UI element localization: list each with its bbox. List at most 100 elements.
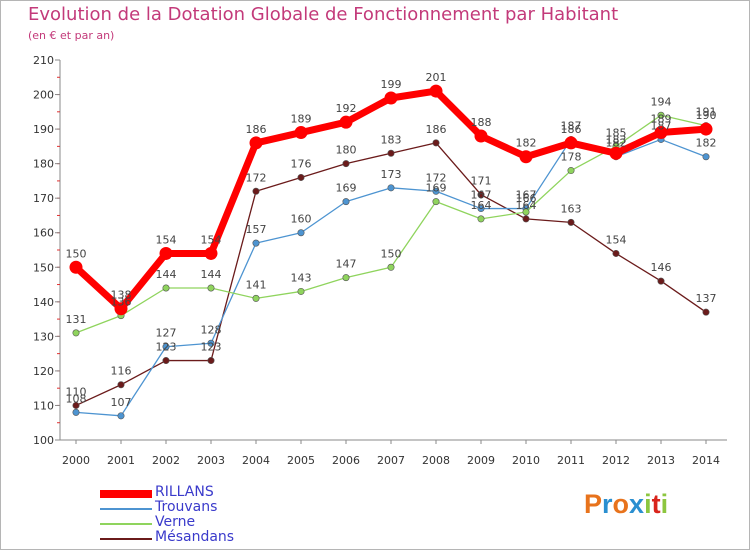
data-point xyxy=(387,184,395,192)
x-tick-label: 2011 xyxy=(557,454,585,467)
legend-swatch xyxy=(100,538,152,540)
y-tick-label: 170 xyxy=(33,192,54,205)
data-label: 169 xyxy=(336,182,357,195)
data-point xyxy=(204,246,218,260)
x-tick-label: 2006 xyxy=(332,454,360,467)
legend-swatch xyxy=(100,523,152,525)
data-point xyxy=(294,126,308,140)
data-label: 182 xyxy=(696,137,717,150)
y-tick-label: 130 xyxy=(33,330,54,343)
data-point xyxy=(114,302,128,316)
data-label: 150 xyxy=(381,247,402,260)
data-point xyxy=(117,412,125,420)
data-label: 188 xyxy=(471,116,492,129)
data-point xyxy=(252,187,260,195)
legend-item-rillans: RILLANS xyxy=(100,484,300,500)
data-label: 154 xyxy=(201,233,222,246)
data-point xyxy=(567,218,575,226)
data-label: 164 xyxy=(516,199,537,212)
data-label: 154 xyxy=(606,233,627,246)
data-point xyxy=(297,229,305,237)
logo-letter: i xyxy=(660,489,669,519)
data-label: 189 xyxy=(651,113,672,126)
data-label: 127 xyxy=(156,327,177,340)
y-tick-label: 100 xyxy=(33,434,54,447)
data-point xyxy=(207,284,215,292)
data-label: 137 xyxy=(696,292,717,305)
proxiti-logo: Proxiti xyxy=(584,489,668,520)
data-point xyxy=(432,187,440,195)
legend-label: Mésandans xyxy=(155,529,235,545)
x-tick-label: 2014 xyxy=(692,454,720,467)
logo-letter: i xyxy=(644,489,652,519)
data-point xyxy=(564,136,578,150)
data-label: 187 xyxy=(561,119,582,132)
data-label: 154 xyxy=(156,233,177,246)
data-label: 167 xyxy=(516,189,537,202)
logo-letter: t xyxy=(651,489,661,519)
x-tick-label: 2012 xyxy=(602,454,630,467)
data-point xyxy=(657,111,665,119)
data-label: 186 xyxy=(426,123,447,136)
data-label: 176 xyxy=(291,157,312,170)
data-label: 157 xyxy=(246,223,267,236)
data-point xyxy=(117,381,125,389)
data-point xyxy=(72,401,80,409)
x-tick-label: 2007 xyxy=(377,454,405,467)
data-label: 187 xyxy=(651,119,672,132)
data-point xyxy=(519,150,533,164)
x-tick-label: 2010 xyxy=(512,454,540,467)
data-label: 186 xyxy=(561,123,582,136)
data-point xyxy=(387,263,395,271)
data-label: 166 xyxy=(516,192,537,205)
legend-item-verne: Verne xyxy=(100,514,300,530)
data-point xyxy=(159,246,173,260)
data-point xyxy=(342,274,350,282)
legend-swatch xyxy=(100,490,152,498)
data-label: 131 xyxy=(66,313,87,326)
data-label: 144 xyxy=(201,268,222,281)
data-point xyxy=(609,146,623,160)
data-label: 172 xyxy=(426,171,447,184)
legend-item-trouvans: Trouvans xyxy=(100,499,300,515)
y-tick-label: 180 xyxy=(33,158,54,171)
legend-swatch xyxy=(100,508,152,510)
data-label: 169 xyxy=(426,182,447,195)
data-label: 192 xyxy=(336,102,357,115)
data-label: 123 xyxy=(201,341,222,354)
data-label: 190 xyxy=(696,109,717,122)
x-tick-label: 2001 xyxy=(107,454,135,467)
data-label: 167 xyxy=(471,189,492,202)
data-point xyxy=(342,160,350,168)
data-point xyxy=(567,167,575,175)
data-label: 146 xyxy=(651,261,672,274)
x-tick-label: 2009 xyxy=(467,454,495,467)
y-tick-label: 150 xyxy=(33,261,54,274)
data-point xyxy=(699,122,713,136)
data-label: 108 xyxy=(66,392,87,405)
data-point xyxy=(522,208,530,216)
data-point xyxy=(657,277,665,285)
logo-letter: P xyxy=(584,489,603,519)
data-point xyxy=(432,198,440,206)
data-point xyxy=(207,339,215,347)
legend-label: Trouvans xyxy=(155,499,218,515)
legend-label: Verne xyxy=(155,514,196,530)
y-tick-label: 120 xyxy=(33,365,54,378)
data-label: 178 xyxy=(561,151,582,164)
data-point xyxy=(339,115,353,129)
data-point xyxy=(297,287,305,295)
data-point xyxy=(654,126,668,140)
data-label: 123 xyxy=(156,341,177,354)
data-point xyxy=(429,84,443,98)
data-label: 191 xyxy=(696,106,717,119)
data-label: 116 xyxy=(111,365,132,378)
data-label: 189 xyxy=(291,113,312,126)
data-point xyxy=(384,91,398,105)
chart-title: Evolution de la Dotation Globale de Fonc… xyxy=(28,4,619,25)
y-tick-label: 110 xyxy=(33,399,54,412)
data-point xyxy=(342,198,350,206)
x-tick-label: 2002 xyxy=(152,454,180,467)
data-label: 138 xyxy=(111,289,132,302)
